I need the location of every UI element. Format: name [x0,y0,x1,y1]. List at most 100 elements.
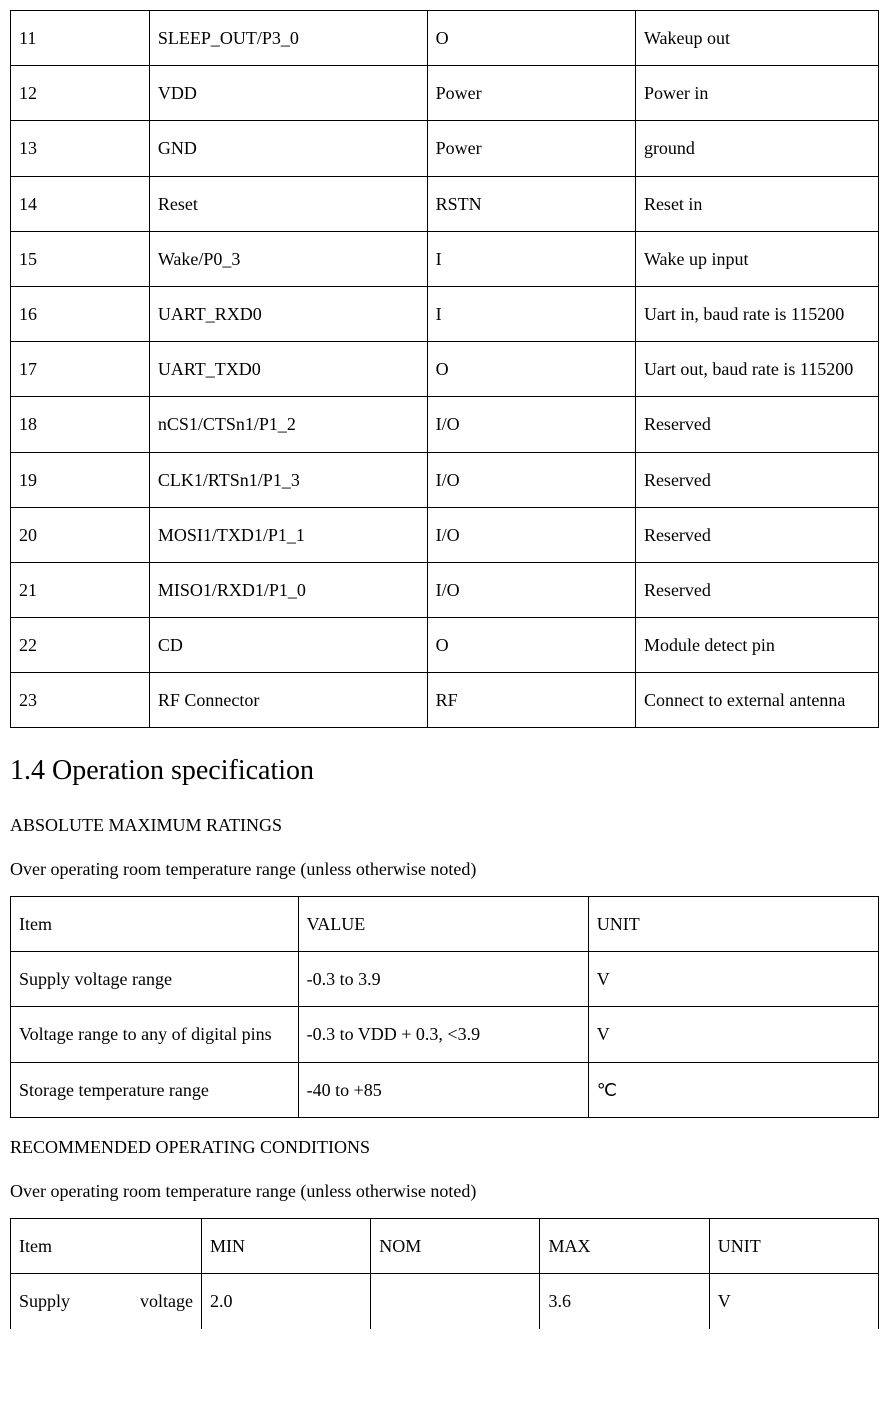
table-cell: nCS1/CTSn1/P1_2 [149,397,427,452]
table-cell: -0.3 to 3.9 [298,952,588,1007]
table-cell: RF [427,673,635,728]
table-cell: I [427,231,635,286]
item-word-2: voltage [140,1284,193,1318]
table-header-cell: Item [11,897,299,952]
table-cell: UART_TXD0 [149,342,427,397]
pin-description-table: 11SLEEP_OUT/P3_0OWakeup out12VDDPowerPow… [10,10,879,728]
table-cell: ℃ [588,1062,878,1117]
table-header-cell: MAX [540,1219,709,1274]
table-cell: I/O [427,562,635,617]
table-cell: Power [427,121,635,176]
table-cell: V [588,1007,878,1062]
table-cell: 22 [11,618,150,673]
table-cell: Power in [635,66,878,121]
table-cell: Wake up input [635,231,878,286]
table-row: 23RF ConnectorRFConnect to external ante… [11,673,879,728]
table-cell [371,1274,540,1329]
table-row: 21MISO1/RXD1/P1_0I/OReserved [11,562,879,617]
table-cell: CLK1/RTSn1/P1_3 [149,452,427,507]
table-cell: RSTN [427,176,635,231]
table-row: 11SLEEP_OUT/P3_0OWakeup out [11,11,879,66]
table-header-cell: MIN [201,1219,370,1274]
table-row: Storage temperature range-40 to +85℃ [11,1062,879,1117]
table-cell: 14 [11,176,150,231]
table-cell: Power [427,66,635,121]
table-cell: 2.0 [201,1274,370,1329]
table-header-cell: Item [11,1219,202,1274]
table-header-cell: VALUE [298,897,588,952]
table-cell: ground [635,121,878,176]
table-row: 13GNDPowerground [11,121,879,176]
table-row: 16UART_RXD0IUart in, baud rate is 115200 [11,286,879,341]
table-cell: I/O [427,452,635,507]
table-row: 12VDDPowerPower in [11,66,879,121]
table-row: 22CDOModule detect pin [11,618,879,673]
absolute-max-ratings-title: ABSOLUTE MAXIMUM RATINGS [10,808,879,842]
table-cell: Reset in [635,176,878,231]
table-cell: V [709,1274,878,1329]
table-cell: I [427,286,635,341]
table-cell: 23 [11,673,150,728]
table-cell: CD [149,618,427,673]
table-cell: MISO1/RXD1/P1_0 [149,562,427,617]
table-cell: 20 [11,507,150,562]
table-cell: I/O [427,507,635,562]
table-cell: 18 [11,397,150,452]
table-cell: O [427,11,635,66]
table-cell: Connect to external antenna [635,673,878,728]
table-cell: Reserved [635,562,878,617]
table-cell: Module detect pin [635,618,878,673]
table-row: 19CLK1/RTSn1/P1_3I/OReserved [11,452,879,507]
table-cell: 12 [11,66,150,121]
table-cell: Reserved [635,397,878,452]
table-cell: I/O [427,397,635,452]
absolute-max-tbody: ItemVALUEUNITSupply voltage range-0.3 to… [11,897,879,1118]
absolute-max-ratings-table: ItemVALUEUNITSupply voltage range-0.3 to… [10,896,879,1118]
table-header-cell: UNIT [709,1219,878,1274]
table-cell: Voltage range to any of digital pins [11,1007,299,1062]
table-cell: -0.3 to VDD + 0.3, <3.9 [298,1007,588,1062]
recommended-conditions-tbody: ItemMINNOMMAXUNIT Supply voltage2.0 3.6V [11,1219,879,1329]
table-cell: O [427,342,635,397]
table-header-cell: UNIT [588,897,878,952]
table-cell: Supply voltage range [11,952,299,1007]
table-cell: Reserved [635,452,878,507]
table-cell: 11 [11,11,150,66]
table-cell: Storage temperature range [11,1062,299,1117]
table-cell: Reset [149,176,427,231]
table-cell: Supply voltage [11,1274,202,1329]
table-row: 20MOSI1/TXD1/P1_1I/OReserved [11,507,879,562]
table-row: Supply voltage range-0.3 to 3.9V [11,952,879,1007]
table-cell: 13 [11,121,150,176]
table-cell: RF Connector [149,673,427,728]
table-cell: 17 [11,342,150,397]
table-cell: SLEEP_OUT/P3_0 [149,11,427,66]
table-cell: VDD [149,66,427,121]
item-word-1: Supply [19,1284,70,1318]
table-header-cell: NOM [371,1219,540,1274]
table-cell: V [588,952,878,1007]
table-row: 18nCS1/CTSn1/P1_2I/OReserved [11,397,879,452]
operating-range-note-1: Over operating room temperature range (u… [10,852,879,886]
table-cell: 3.6 [540,1274,709,1329]
table-row: 15Wake/P0_3IWake up input [11,231,879,286]
recommended-conditions-table: ItemMINNOMMAXUNIT Supply voltage2.0 3.6V [10,1218,879,1328]
table-row: ItemMINNOMMAXUNIT [11,1219,879,1274]
recommended-operating-conditions-title: RECOMMENDED OPERATING CONDITIONS [10,1130,879,1164]
table-cell: Wakeup out [635,11,878,66]
table-row: ItemVALUEUNIT [11,897,879,952]
table-cell: UART_RXD0 [149,286,427,341]
section-heading: 1.4 Operation specification [10,744,879,797]
table-cell: Reserved [635,507,878,562]
table-cell: MOSI1/TXD1/P1_1 [149,507,427,562]
table-cell: Uart out, baud rate is 115200 [635,342,878,397]
pin-table-body: 11SLEEP_OUT/P3_0OWakeup out12VDDPowerPow… [11,11,879,728]
table-row: Voltage range to any of digital pins-0.3… [11,1007,879,1062]
table-cell: Wake/P0_3 [149,231,427,286]
table-cell: 21 [11,562,150,617]
table-cell: O [427,618,635,673]
table-cell: -40 to +85 [298,1062,588,1117]
table-row: Supply voltage2.0 3.6V [11,1274,879,1329]
table-cell: 15 [11,231,150,286]
operating-range-note-2: Over operating room temperature range (u… [10,1174,879,1208]
